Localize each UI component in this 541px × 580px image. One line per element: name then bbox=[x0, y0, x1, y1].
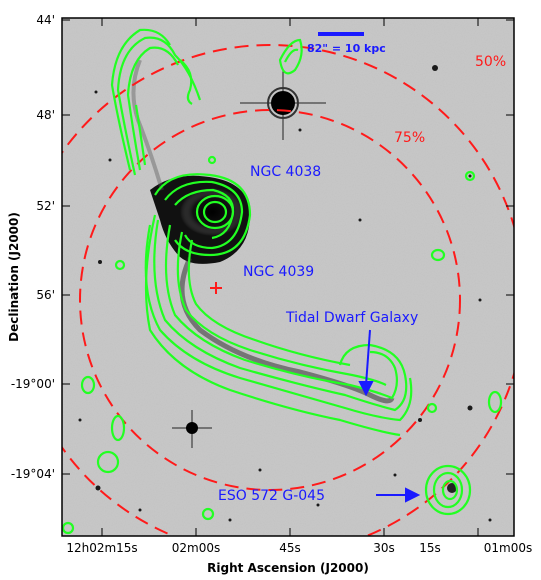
x-tick-label: 01m00s bbox=[484, 541, 532, 555]
label-50pct: 50% bbox=[475, 54, 506, 70]
y-tick-label: -19°00' bbox=[11, 377, 55, 391]
x-tick-label: 12h02m15s bbox=[66, 541, 137, 555]
label-tdg: Tidal Dwarf Galaxy bbox=[285, 310, 418, 326]
y-tick-label: 48' bbox=[36, 108, 55, 122]
hi-contours bbox=[62, 28, 503, 535]
x-tick-label: 02m00s bbox=[172, 541, 220, 555]
eso-arrow bbox=[376, 487, 421, 503]
x-tick-label: 30s bbox=[373, 541, 395, 555]
tdg-arrow bbox=[358, 329, 374, 397]
y-tick-labels: 44' 48' 52' 56' -19°00' -19°04' bbox=[11, 13, 55, 481]
scale-label: 82" = 10 kpc bbox=[307, 42, 386, 55]
y-tick-label: 56' bbox=[36, 288, 55, 302]
circle-50 bbox=[62, 44, 514, 536]
y-tick-label: -19°04' bbox=[11, 467, 55, 481]
x-tick-labels: 12h02m15s 02m00s 45s 30s 15s 01m00s bbox=[66, 541, 532, 555]
label-75pct: 75% bbox=[394, 130, 425, 146]
plot-frame bbox=[61, 17, 515, 537]
sky-image bbox=[62, 18, 514, 536]
field-stars bbox=[78, 65, 492, 522]
label-eso: ESO 572 G-045 bbox=[218, 488, 325, 504]
y-axis-title: Declination (J2000) bbox=[7, 212, 21, 342]
y-tick-label: 44' bbox=[36, 13, 55, 27]
center-marker bbox=[210, 282, 222, 294]
label-ngc4038: NGC 4038 bbox=[250, 164, 321, 180]
x-tick-label: 45s bbox=[279, 541, 301, 555]
label-ngc4039: NGC 4039 bbox=[243, 264, 314, 280]
x-tick-label: 15s bbox=[419, 541, 441, 555]
beam-circles bbox=[62, 44, 514, 536]
tick-marks bbox=[62, 18, 514, 536]
y-tick-label: 52' bbox=[36, 199, 55, 213]
bright-star-bottom bbox=[172, 410, 212, 448]
bright-star-top bbox=[240, 70, 326, 140]
x-axis-title: Right Ascension (J2000) bbox=[207, 561, 369, 575]
scale-bar: 82" = 10 kpc bbox=[307, 32, 386, 55]
circle-75 bbox=[79, 109, 461, 491]
